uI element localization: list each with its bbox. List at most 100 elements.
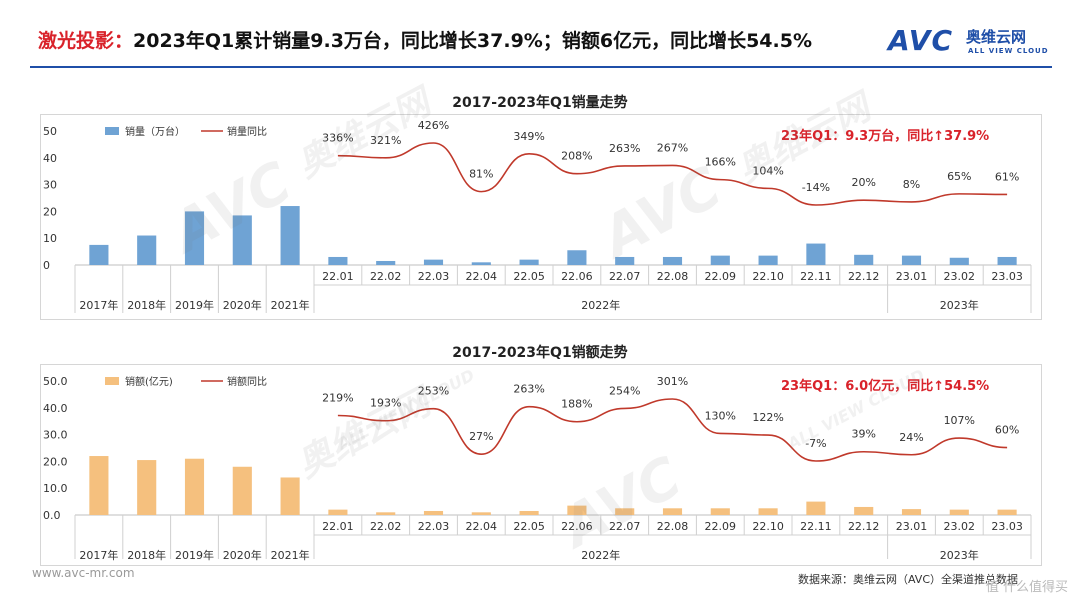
bar	[423, 259, 444, 265]
x-tick-label: 2018年	[127, 298, 166, 312]
bar	[854, 506, 874, 515]
data-label: 349%	[513, 130, 544, 143]
bar	[89, 244, 109, 265]
bar	[806, 243, 826, 265]
chart-volume-panel: 0 10 20 30 40 50 2017年 2018年 2019年 2020年 2021年 22.0…	[40, 114, 1042, 320]
x-tick-label: 23.01	[896, 270, 928, 283]
series-line-yoy	[337, 142, 1008, 206]
chart-title-volume: 2017-2023年Q1销量走势	[452, 95, 628, 111]
chart-volume: 0 10 20 30 40 50 2017年 2018年 2019年 2020年 2021年 22.0…	[43, 119, 1032, 313]
x-tick-label: 22.09	[705, 520, 737, 533]
bar	[184, 211, 205, 265]
x-tick-label: 22.01	[322, 520, 354, 533]
avc-logo: AVC 奥维云网 ALL VIEW CLOUD	[888, 22, 1058, 58]
x-tick-label: 22.03	[418, 520, 450, 533]
data-label: 188%	[561, 398, 592, 411]
data-label: 301%	[657, 375, 688, 388]
bar	[901, 509, 922, 515]
data-label: 81%	[469, 168, 493, 181]
y-tick-label: 40.0	[43, 402, 68, 415]
x-tick-label: 23.02	[944, 270, 976, 283]
page-title: 激光投影：2023年Q1累计销量9.3万台，同比增长37.9%；销额6亿元，同比…	[38, 26, 812, 53]
bar	[184, 458, 205, 515]
y-tick-label: 20	[43, 205, 57, 218]
y-tick-label: 30	[43, 179, 57, 192]
footer-site-mark: 值 什么值得买	[985, 580, 1068, 595]
data-label: 253%	[418, 385, 449, 398]
bar	[519, 510, 539, 515]
x-tick-label: 22.02	[370, 520, 402, 533]
year-group-label: 2023年	[940, 298, 979, 312]
legend-label: 销量（万台）	[125, 125, 185, 138]
x-tick-label: 22.11	[800, 520, 832, 533]
data-label: 426%	[418, 119, 449, 132]
bar	[471, 512, 491, 515]
data-label: 130%	[705, 409, 736, 422]
year-group-label: 2023年	[940, 548, 979, 562]
bar	[232, 466, 252, 515]
data-label: -14%	[802, 181, 830, 194]
y-tick-label: 30.0	[43, 429, 68, 442]
data-label: 27%	[469, 430, 493, 443]
bar	[89, 456, 109, 515]
x-tick-label: 22.12	[848, 270, 880, 283]
x-tick-label: 22.10	[752, 520, 784, 533]
data-label: 8%	[903, 178, 920, 191]
bar	[280, 206, 300, 265]
bar	[137, 460, 157, 515]
x-tick-label: 22.03	[418, 270, 450, 283]
logo-en-name: ALL VIEW CLOUD	[968, 47, 1049, 55]
x-tick-label: 22.04	[466, 270, 498, 283]
x-tick-label: 2020年	[223, 298, 262, 312]
x-tick-label: 22.04	[466, 520, 498, 533]
chart-revenue-panel: 0.0 10.0 20.0 30.0 40.0 50.0 2017年 2018年 2019年 20…	[40, 364, 1042, 566]
legend-swatch-bar	[105, 377, 119, 385]
chart-title-revenue: 2017-2023年Q1销额走势	[452, 345, 628, 361]
bar	[328, 509, 348, 515]
x-tick-label: 22.09	[705, 270, 737, 283]
footer-url: www.avc-mr.com	[32, 566, 135, 580]
chart-annotation: 23年Q1：6.0亿元，同比↑54.5%	[781, 378, 989, 394]
x-tick-label: 22.02	[370, 270, 402, 283]
chart-annotation: 23年Q1：9.3万台，同比↑37.9%	[781, 128, 989, 144]
data-label: 254%	[609, 384, 640, 397]
x-tick-label: 23.02	[944, 520, 976, 533]
data-label: 20%	[851, 176, 875, 189]
x-tick-label: 22.11	[800, 270, 832, 283]
bar	[806, 501, 826, 515]
footer-source: 数据来源：奥维云网（AVC）全渠道推总数据	[797, 573, 1018, 586]
data-label: 208%	[561, 150, 592, 163]
y-tick-label: 0	[43, 259, 50, 272]
legend-label: 销额同比	[227, 375, 267, 388]
legend-label: 销额(亿元)	[125, 375, 173, 388]
bar	[854, 254, 874, 265]
page-title-accent: 激光投影：	[38, 30, 134, 52]
data-label: 39%	[851, 428, 875, 441]
data-label: 336%	[322, 132, 353, 145]
x-tick-label: 22.05	[513, 270, 545, 283]
bar	[567, 250, 587, 265]
logo-mark: AVC	[888, 24, 953, 57]
x-tick-label: 22.01	[322, 270, 354, 283]
data-label: 24%	[899, 431, 923, 444]
bar	[758, 255, 778, 265]
x-tick-label: 2019年	[175, 548, 214, 562]
x-tick-label: 22.08	[657, 270, 689, 283]
y-tick-label: 0.0	[43, 509, 61, 522]
logo-cn-name: 奥维云网	[966, 28, 1027, 46]
header-divider	[30, 66, 1052, 68]
bar	[376, 512, 396, 515]
data-label: 60%	[995, 424, 1019, 437]
data-label: 219%	[322, 392, 353, 405]
year-group-label: 2022年	[581, 548, 620, 562]
bar	[137, 235, 157, 265]
bar	[567, 505, 587, 515]
x-tick-label: 23.01	[896, 520, 928, 533]
bar	[280, 477, 300, 515]
bar	[423, 510, 444, 515]
data-label: 166%	[705, 156, 736, 169]
x-tick-label: 22.06	[561, 270, 593, 283]
data-label: 263%	[513, 383, 544, 396]
x-tick-label: 22.10	[752, 270, 784, 283]
bar	[949, 257, 969, 265]
